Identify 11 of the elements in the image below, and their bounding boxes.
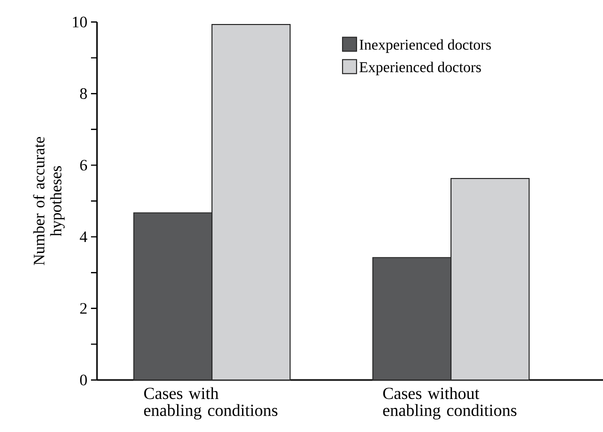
y-axis-title: Number of accurate hypotheses [33,136,65,266]
y-tick-label: 8 [80,88,87,99]
y-tick-label: 10 [72,16,87,28]
x-tick-label: Cases with enabling conditions [144,387,278,420]
y-tick-label: 4 [80,232,88,242]
legend-label: Inexperienced doctors [360,39,491,53]
x-tick-label: Cases without enabling conditions [383,387,516,420]
legend-label: Experienced doctors [359,62,481,76]
y-tick-label: 6 [80,160,88,171]
y-tick-label: 0 [80,374,87,386]
y-tick-label: 2 [80,303,87,314]
